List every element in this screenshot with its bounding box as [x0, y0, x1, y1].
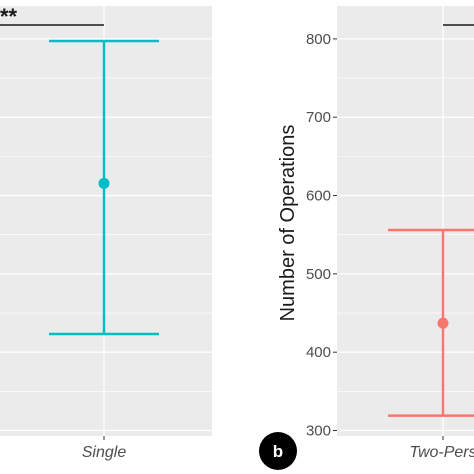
mean-point-two-pers — [437, 317, 449, 329]
panel-badge-label: b — [273, 442, 283, 461]
y-tick-label: 600 — [306, 188, 331, 205]
panel-a-background — [0, 6, 212, 436]
significance-label: ** — [0, 4, 18, 29]
y-tick-label: 300 — [306, 423, 331, 440]
mean-point-single — [98, 177, 110, 189]
y-tick-label: 800 — [306, 31, 331, 48]
panel-b-background — [337, 6, 474, 436]
y-axis-label: Number of Operations — [277, 125, 299, 322]
panel-badge — [259, 432, 297, 470]
x-tick-label-single: Single — [82, 444, 127, 461]
x-tick-label-two-pers: Two-Pers — [409, 444, 474, 461]
y-tick-label: 500 — [306, 266, 331, 283]
y-tick-label: 700 — [306, 109, 331, 126]
y-tick-label: 400 — [306, 344, 331, 361]
